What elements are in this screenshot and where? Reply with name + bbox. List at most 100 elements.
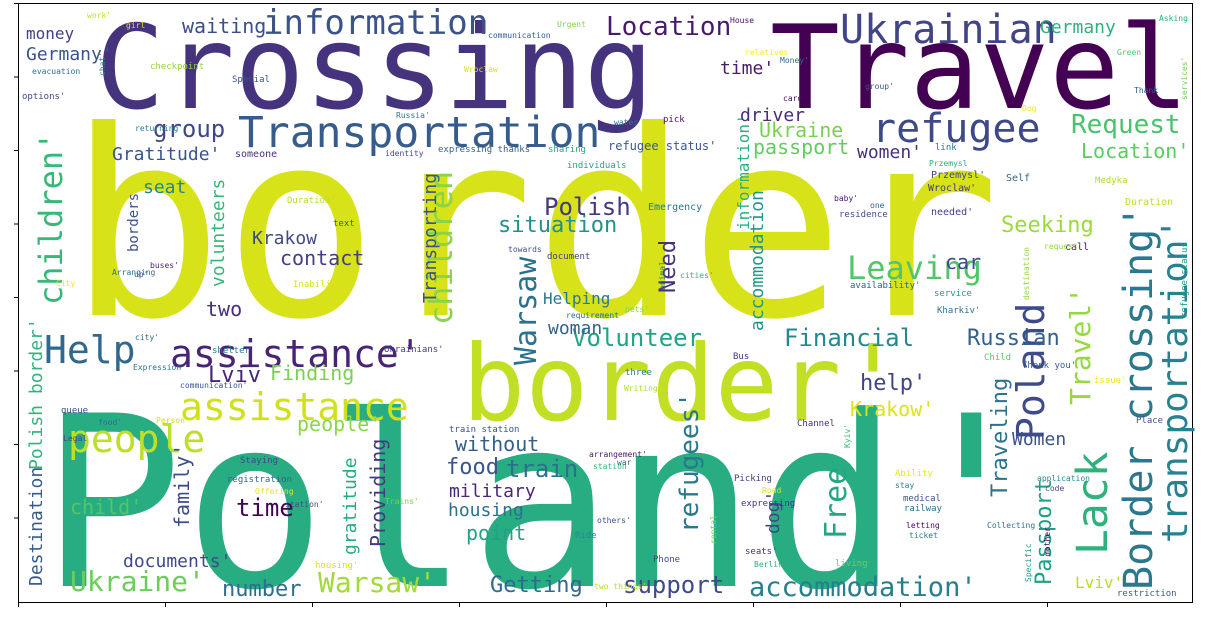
word-medical: medical bbox=[903, 494, 941, 504]
word-sharing: sharing bbox=[548, 145, 586, 155]
word-passport: Passport bbox=[1032, 479, 1057, 585]
word-channel: Channel bbox=[797, 419, 835, 429]
word-housing: housing bbox=[448, 500, 524, 521]
word-two-things: two things' bbox=[594, 582, 647, 591]
word-communication: communication bbox=[488, 31, 551, 40]
word-car: car bbox=[945, 250, 981, 274]
word-issue: issue' bbox=[1094, 376, 1127, 386]
word-code: code bbox=[1045, 484, 1064, 493]
word-railway: railway bbox=[904, 504, 943, 514]
word-accommodation: accommodation' bbox=[749, 572, 977, 603]
word-thank-you: Thank you' bbox=[1022, 361, 1076, 371]
word-inability: Inability bbox=[293, 280, 342, 290]
word-identity: identity bbox=[385, 149, 424, 158]
word-station: station' bbox=[285, 500, 324, 509]
word-berlin: Berlin' bbox=[754, 560, 788, 569]
word-pets: pets' bbox=[625, 305, 649, 314]
word-transporting: Transporting bbox=[420, 173, 441, 303]
word-help: help' bbox=[860, 371, 926, 396]
word-child: Child bbox=[984, 353, 1011, 363]
word-food: food' bbox=[98, 418, 122, 427]
word-transportation: Transportation bbox=[238, 108, 600, 158]
word-wroclaw: Wroclaw' bbox=[928, 183, 976, 194]
word-family: family' bbox=[170, 444, 194, 528]
word-russia: Russia' bbox=[396, 111, 430, 120]
word-ukrainian: Ukrainian bbox=[840, 7, 1057, 53]
word-someone: someone bbox=[235, 149, 277, 160]
word-card: card' bbox=[783, 94, 807, 103]
word-money: Money' bbox=[780, 56, 809, 65]
word-lviv: Lviv' bbox=[1075, 573, 1123, 592]
word-krakow: Krakow' bbox=[850, 397, 934, 421]
word-up: up' bbox=[134, 270, 148, 279]
word-house: House bbox=[730, 16, 754, 25]
word-rental: rental bbox=[709, 515, 718, 544]
word-duration: Duration bbox=[1125, 197, 1173, 208]
word-destination: destination bbox=[1022, 247, 1031, 300]
word-providing: Providing bbox=[366, 439, 390, 547]
word-two: two bbox=[206, 297, 242, 321]
word-special: Special bbox=[232, 75, 270, 85]
word-document: document bbox=[547, 252, 590, 262]
word-help: Help bbox=[44, 328, 136, 372]
word-train: train bbox=[506, 455, 578, 483]
word-getting: Getting bbox=[490, 573, 583, 598]
word-money: money bbox=[26, 24, 75, 43]
word-polish: Polish bbox=[544, 193, 631, 221]
word-shelter: shelter bbox=[212, 346, 251, 356]
word-documents: documents' bbox=[123, 551, 231, 572]
word-bus: Bus bbox=[733, 352, 749, 362]
word-child: child' bbox=[70, 495, 142, 519]
word-train-station: train station bbox=[449, 425, 519, 435]
word-people: people bbox=[68, 417, 205, 461]
word-dog: dog' bbox=[763, 491, 784, 534]
word-dog: Dog bbox=[1022, 104, 1037, 113]
word-buses: buses' bbox=[150, 261, 179, 270]
word-border: border' bbox=[462, 323, 905, 445]
word-trains: Trains' bbox=[385, 497, 419, 506]
word-group: group bbox=[153, 115, 225, 143]
word-assistance: assistance' bbox=[170, 332, 422, 376]
word-request: request' bbox=[1044, 242, 1083, 251]
word-need: Need bbox=[656, 240, 681, 293]
word-time: time bbox=[236, 494, 294, 522]
word-medyka: Medyka bbox=[1095, 176, 1128, 186]
word-helping: Helping bbox=[543, 289, 610, 308]
word-ukraine: Ukraine bbox=[759, 118, 843, 142]
word-living: living bbox=[835, 559, 868, 569]
word-refugee: refugee bbox=[872, 106, 1041, 152]
word-chat: chat' bbox=[98, 52, 107, 76]
word-mother: mother bbox=[1043, 527, 1052, 556]
word-city: city' bbox=[135, 333, 159, 342]
word-volunteers: volunteers bbox=[208, 179, 229, 287]
word-gratitude: Gratitude' bbox=[112, 144, 220, 165]
word-services: services' bbox=[1180, 57, 1189, 100]
word-restriction: restriction bbox=[1117, 589, 1177, 599]
word-arranging: Arranging bbox=[112, 268, 156, 277]
word-queue: queue bbox=[61, 406, 88, 416]
word-letting: letting bbox=[906, 521, 940, 530]
word-przemysl: Przemysl' bbox=[931, 170, 985, 181]
word-point: point bbox=[466, 521, 526, 545]
word-warsaw: Warsaw bbox=[509, 256, 544, 365]
word-travel: Travel' bbox=[1064, 287, 1097, 405]
word-assistance: assistance bbox=[180, 385, 409, 429]
word-individuals: individuals bbox=[567, 161, 627, 171]
word-children: children' bbox=[32, 132, 70, 305]
word-specific: Specific bbox=[1024, 543, 1033, 582]
word-location: Location' bbox=[1081, 139, 1189, 163]
word-poland: Poland bbox=[1009, 303, 1053, 440]
word-city: City bbox=[56, 279, 75, 288]
word-location: Location bbox=[606, 12, 731, 42]
word-war: war bbox=[617, 458, 632, 467]
word-collecting: Collecting bbox=[987, 521, 1035, 530]
word-refugees: refugees' bbox=[675, 392, 705, 533]
word-refugee-status: refugee status bbox=[1180, 242, 1190, 318]
word-service: service bbox=[934, 289, 972, 299]
word-support: support bbox=[623, 571, 724, 599]
word-request: Request bbox=[1071, 110, 1181, 140]
word-three: three bbox=[625, 368, 652, 378]
axis-ticks bbox=[14, 3, 1048, 607]
word-green: Green bbox=[1117, 48, 1141, 57]
word-germany: Germany' bbox=[26, 44, 113, 65]
